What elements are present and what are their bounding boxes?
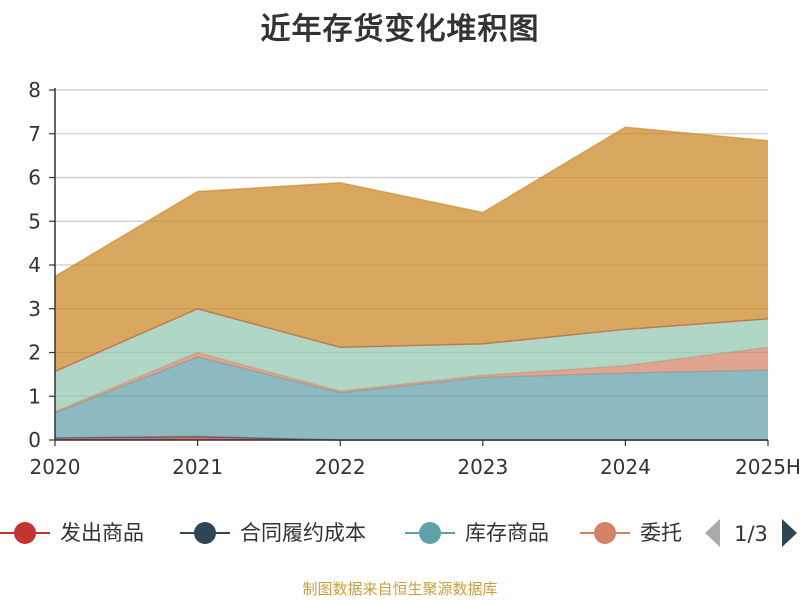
- axes: 0 1 2 3 4 5 6 7 8 2020 2021 2022 2023 2024 2025H: [28, 78, 800, 479]
- x-tick-label: 2022: [315, 455, 366, 479]
- legend-item[interactable]: 委托: [580, 521, 682, 545]
- legend-item[interactable]: 库存商品: [405, 521, 549, 545]
- legend-dot: [194, 522, 216, 544]
- area-series-2: [55, 356, 768, 440]
- source-note: 制图数据来自恒生聚源数据库: [302, 580, 498, 598]
- y-tick-label: 2: [28, 341, 41, 365]
- area-series: [54, 126, 769, 441]
- area-series-3: [55, 347, 768, 413]
- legend-clip: [683, 512, 707, 554]
- area-series-6: [55, 127, 768, 372]
- x-tick-label: 2025H: [735, 455, 800, 479]
- y-tick-label: 4: [28, 253, 41, 277]
- x-tick-label: 2021: [172, 455, 223, 479]
- triangle-right-icon[interactable]: [782, 519, 797, 547]
- triangle-left-icon[interactable]: [705, 519, 720, 547]
- y-tick-label: 7: [28, 122, 41, 146]
- x-tick-label: 2024: [600, 455, 651, 479]
- legend-item[interactable]: 发出商品: [0, 521, 144, 545]
- legend-dot: [14, 522, 36, 544]
- legend: 发出商品 合同履约成本 库存商品 委托 1/3: [0, 512, 797, 554]
- chart-title: 近年存货变化堆积图: [260, 12, 540, 47]
- legend-dot: [594, 522, 616, 544]
- legend-item[interactable]: 合同履约成本: [180, 521, 366, 545]
- y-tick-label: 8: [28, 78, 41, 102]
- area-series-line-6: [54, 126, 769, 278]
- x-tick-label: 2020: [30, 455, 81, 479]
- legend-dot: [419, 522, 441, 544]
- y-tick-label: 3: [28, 297, 41, 321]
- y-tick-label: 6: [28, 166, 41, 190]
- y-tick-label: 0: [28, 428, 41, 452]
- x-tick-label: 2023: [457, 455, 508, 479]
- area-series-4: [55, 308, 768, 412]
- y-tick-label: 5: [28, 209, 41, 233]
- legend-label: 合同履约成本: [240, 521, 366, 545]
- legend-label: 委托: [640, 521, 682, 545]
- area-series-line-2: [54, 356, 769, 414]
- legend-label: 发出商品: [60, 521, 144, 545]
- legend-label: 库存商品: [465, 521, 549, 545]
- legend-page-indicator: 1/3: [734, 522, 768, 546]
- y-tick-label: 1: [28, 384, 41, 408]
